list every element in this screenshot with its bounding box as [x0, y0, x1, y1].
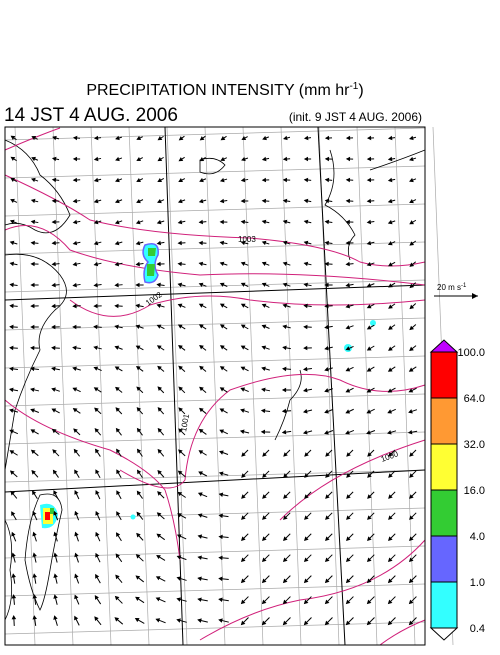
vector-reference-label: 20 m s-1 — [437, 283, 467, 292]
colorbar-label: 32.0 — [464, 439, 485, 451]
colorbar-label: 64.0 — [464, 393, 485, 405]
map-area: 1003 1002 1001 1000 — [5, 127, 453, 645]
colorbar-segment — [431, 398, 457, 444]
colorbar-over — [431, 340, 457, 352]
title: PRECIPITATION INTENSITY (mm hr-1) — [86, 81, 363, 99]
colorbar-label: 4.0 — [470, 531, 485, 543]
colorbar-label: 16.0 — [464, 485, 485, 497]
colorbar-label: 100.0 — [457, 347, 485, 359]
isobar-label: 1003 — [238, 235, 256, 244]
rain-area — [370, 320, 376, 326]
rain-area — [45, 512, 50, 520]
colorbar-segment — [431, 490, 457, 536]
colorbar-segment — [431, 352, 457, 398]
colorbar: 100.0 64.0 32.0 16.0 4.0 1.0 0.4 — [431, 340, 485, 640]
colorbar-under — [431, 628, 457, 640]
colorbar-label: 1.0 — [470, 577, 485, 589]
rain-area — [131, 515, 136, 520]
rain-area — [50, 508, 54, 514]
vector-reference: 20 m s-1 — [434, 283, 478, 299]
valid-time: 14 JST 4 AUG. 2006 — [4, 105, 178, 126]
init-time: (init. 9 JST 4 AUG. 2006) — [289, 110, 422, 124]
colorbar-segment — [431, 444, 457, 490]
colorbar-segment — [431, 582, 457, 628]
reference-arrowhead — [472, 293, 478, 299]
colorbar-segment — [431, 536, 457, 582]
colorbar-label: 0.4 — [470, 623, 485, 635]
